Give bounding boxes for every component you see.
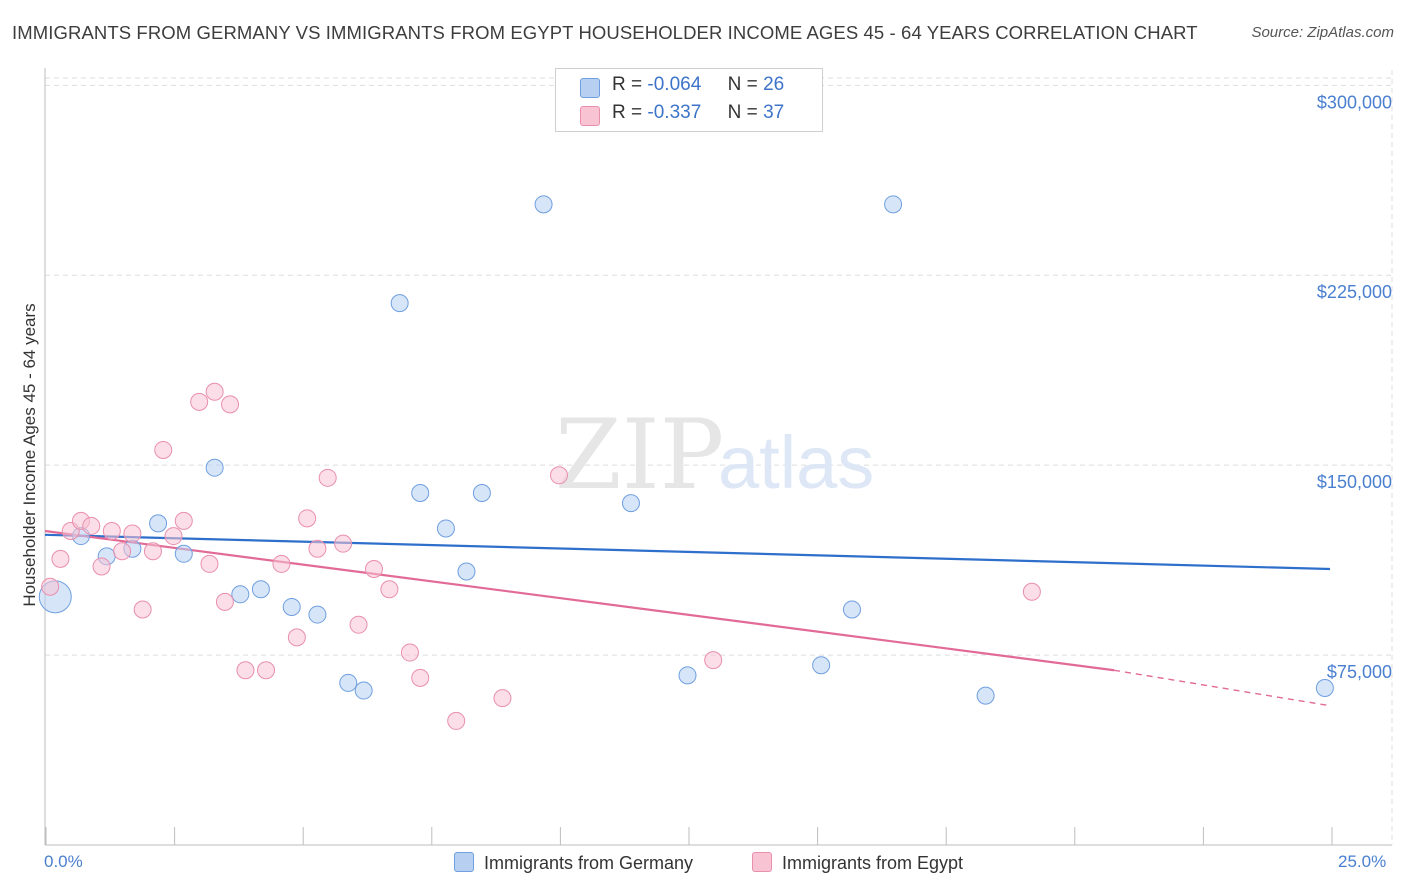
point-s1-19 — [236, 661, 255, 680]
y-tick-label-1: $150,000 — [1317, 472, 1392, 492]
point-s1-17 — [215, 592, 234, 611]
point-s1-12 — [164, 527, 183, 546]
point-s1-8 — [123, 524, 142, 543]
x-tick-label-max: 25.0% — [1338, 852, 1387, 871]
point-s1-23 — [298, 509, 317, 528]
x-tick-label-min: 0.0% — [44, 852, 83, 871]
point-s1-25 — [318, 468, 337, 487]
source-label: Source: ZipAtlas.com — [1251, 24, 1394, 41]
egypt-n-value: 37 — [763, 102, 785, 123]
point-s1-11 — [154, 440, 173, 459]
egypt-r-value: -0.337 — [647, 102, 702, 123]
point-s0-4 — [149, 514, 168, 533]
trend-lines — [44, 529, 1331, 707]
point-s1-9 — [133, 600, 152, 619]
point-s0-8 — [251, 580, 270, 599]
egypt-legend-label: Immigrants from Egypt — [782, 853, 964, 873]
point-s1-6 — [102, 522, 121, 540]
point-s1-10 — [143, 542, 162, 561]
trend-extension-1 — [1114, 669, 1331, 707]
germany-r-label: R = — [612, 74, 643, 95]
point-s1-30 — [400, 643, 419, 662]
point-s1-14 — [190, 392, 209, 411]
point-s0-20 — [678, 666, 697, 685]
point-s1-31 — [411, 668, 430, 687]
trend-line-0 — [44, 533, 1331, 571]
watermark-zip: ZIP — [555, 399, 724, 511]
germany-r-value: -0.064 — [647, 74, 702, 95]
y-tick-label-0: $75,000 — [1327, 662, 1392, 682]
point-s1-5 — [92, 557, 111, 576]
germany-legend-label: Immigrants from Germany — [484, 853, 694, 873]
point-s0-7 — [231, 585, 250, 604]
y-tick-label-2: $225,000 — [1317, 282, 1392, 302]
point-s1-21 — [272, 554, 291, 573]
point-s0-17 — [472, 484, 491, 503]
point-s0-18 — [534, 195, 553, 214]
watermark-atlas: atlas — [718, 421, 874, 504]
y-tick-labels: $75,000 $150,000 $225,000 $300,000 — [1317, 92, 1392, 682]
point-s1-34 — [550, 466, 568, 485]
point-s0-16 — [457, 562, 476, 581]
point-s0-25 — [1315, 679, 1334, 697]
point-s0-6 — [205, 458, 224, 477]
point-s1-18 — [221, 395, 240, 414]
point-s0-13 — [390, 294, 409, 313]
series-legend-egypt: Immigrants from Egypt — [752, 852, 963, 874]
trend-line-1 — [44, 529, 1115, 672]
point-s0-15 — [436, 519, 455, 538]
chart-title: IMMIGRANTS FROM GERMANY VS IMMIGRANTS FR… — [12, 22, 1198, 43]
point-s0-14 — [411, 484, 430, 503]
point-s0-9 — [282, 597, 301, 616]
point-s0-23 — [884, 195, 903, 214]
egypt-swatch — [580, 106, 600, 126]
germany-n-label: N = — [727, 74, 758, 95]
series-legend-germany: Immigrants from Germany — [454, 852, 693, 874]
point-s1-35 — [704, 651, 723, 670]
y-tick-label-3: $300,000 — [1317, 92, 1392, 112]
point-s1-0 — [41, 577, 60, 596]
data-points — [38, 195, 1334, 730]
egypt-r-label: R = — [612, 102, 643, 123]
point-s1-15 — [200, 554, 219, 573]
point-s1-7 — [113, 542, 132, 561]
egypt-n-label: N = — [727, 102, 758, 123]
point-s1-36 — [1022, 582, 1041, 601]
point-s0-5 — [174, 544, 193, 563]
point-s0-22 — [842, 600, 861, 619]
egypt-legend-swatch — [752, 852, 772, 872]
axes — [44, 68, 1392, 846]
correlation-legend: R = -0.064 N = 26 R = -0.337 N = 37 — [555, 68, 823, 132]
point-s0-10 — [308, 605, 327, 624]
point-s1-4 — [82, 516, 101, 535]
y-axis-label: Householder Income Ages 45 - 64 years — [20, 303, 39, 607]
germany-legend-swatch — [454, 852, 474, 872]
point-s1-1 — [51, 549, 70, 568]
point-s1-28 — [364, 559, 383, 578]
point-s1-22 — [287, 628, 306, 647]
germany-swatch — [580, 78, 600, 98]
point-s1-26 — [334, 534, 353, 553]
point-s1-33 — [493, 689, 512, 708]
point-s0-24 — [976, 686, 995, 705]
point-s1-24 — [308, 539, 327, 558]
point-s1-27 — [349, 615, 368, 634]
point-s1-13 — [174, 511, 193, 530]
grid-lines — [45, 70, 1393, 845]
point-s0-21 — [812, 656, 831, 675]
point-s0-11 — [339, 673, 358, 692]
point-s1-16 — [205, 382, 224, 401]
point-s1-32 — [447, 711, 466, 730]
point-s0-19 — [621, 494, 640, 513]
germany-n-value: 26 — [763, 74, 785, 95]
point-s0-12 — [354, 681, 373, 700]
point-s1-29 — [380, 580, 399, 599]
point-s1-20 — [257, 661, 276, 680]
